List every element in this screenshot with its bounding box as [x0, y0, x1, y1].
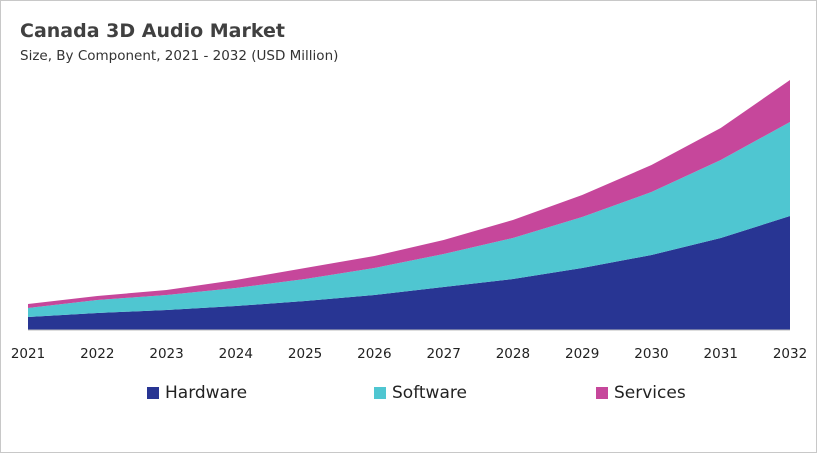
- legend-swatch: [374, 387, 386, 399]
- legend-item-software: Software: [374, 383, 467, 403]
- area-hardware: [28, 216, 790, 330]
- area-software: [28, 122, 790, 317]
- x-tick-label: 2029: [565, 346, 599, 362]
- legend-label: Services: [614, 383, 686, 403]
- legend-item-hardware: Hardware: [147, 383, 247, 403]
- x-tick-label: 2028: [496, 346, 530, 362]
- chart-subtitle: Size, By Component, 2021 - 2032 (USD Mil…: [20, 48, 339, 64]
- area-services: [28, 80, 790, 308]
- x-tick-label: 2024: [219, 346, 253, 362]
- x-tick-label: 2027: [426, 346, 460, 362]
- legend-swatch: [596, 387, 608, 399]
- x-tick-label: 2030: [634, 346, 668, 362]
- chart-title: Canada 3D Audio Market: [20, 20, 285, 42]
- x-tick-label: 2031: [704, 346, 738, 362]
- legend-label: Hardware: [165, 383, 248, 403]
- x-tick-label: 2022: [80, 346, 114, 362]
- legend-label: Software: [392, 383, 467, 403]
- x-tick-label: 2032: [773, 346, 807, 362]
- x-tick-label: 2026: [357, 346, 391, 362]
- legend-item-services: Services: [596, 383, 686, 403]
- x-tick-label: 2025: [288, 346, 322, 362]
- legend-swatch: [147, 387, 159, 399]
- x-tick-label: 2023: [149, 346, 183, 362]
- x-tick-label: 2021: [11, 346, 45, 362]
